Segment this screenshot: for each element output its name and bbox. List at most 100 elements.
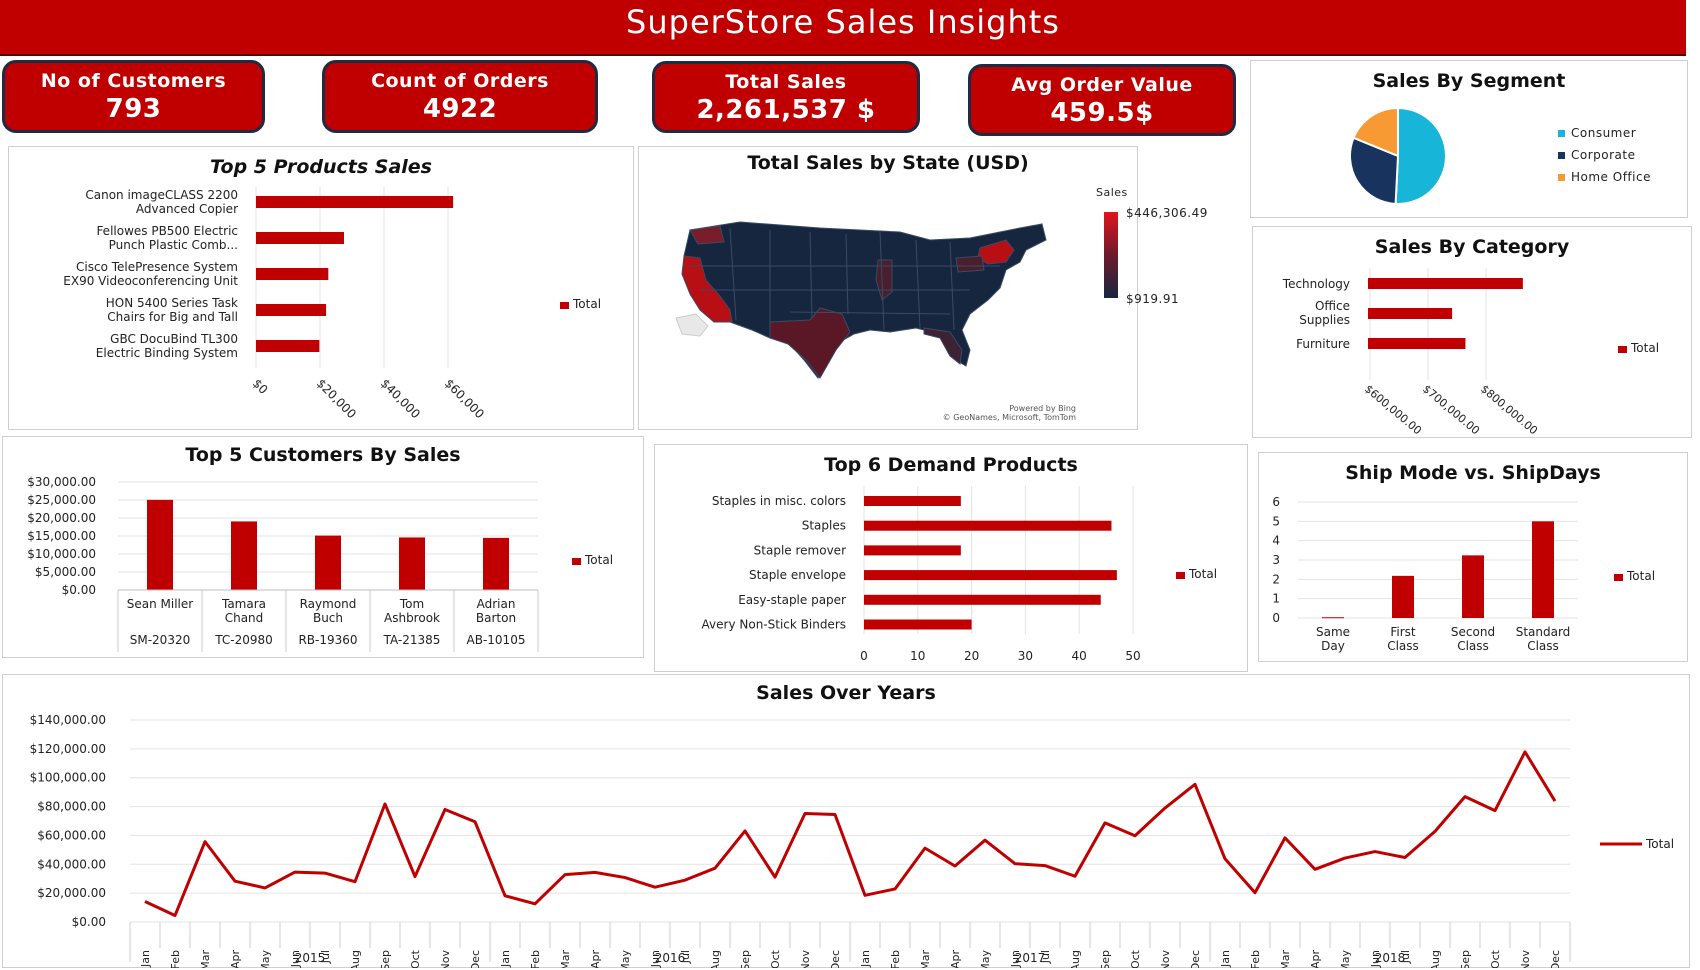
month-label: Oct: [409, 949, 422, 968]
bar: [1368, 278, 1523, 289]
category-label: Furniture: [1296, 337, 1350, 351]
y-tick-label: 6: [1272, 495, 1280, 509]
year-label: 2017: [1015, 951, 1046, 965]
bar: [864, 594, 1101, 605]
y-tick-label: 3: [1272, 553, 1280, 567]
customer-id-label: TC-20980: [214, 633, 273, 647]
month-label: Sep: [1459, 950, 1472, 968]
legend-swatch: [1618, 346, 1627, 353]
category-label: Raymond: [300, 597, 357, 611]
x-tick-label: $800,000.00: [1478, 382, 1540, 437]
month-label: Jun: [289, 950, 302, 968]
month-label: Jul: [1399, 950, 1412, 964]
y-tick-label: $0.00: [62, 583, 96, 597]
chart-shipmode: 0123456SameDayFirstClassSecondClassStand…: [1272, 495, 1655, 653]
bar: [1392, 575, 1414, 618]
bar: [483, 537, 509, 590]
month-label: Mar: [199, 950, 212, 968]
month-label: May: [259, 950, 272, 968]
year-label: 2016: [655, 951, 686, 965]
y-tick-label: 2: [1272, 572, 1280, 586]
bar: [1368, 338, 1466, 349]
category-label: Canon imageCLASS 2200: [85, 188, 238, 202]
category-label: Easy-staple paper: [738, 593, 846, 607]
category-label: HON 5400 Series Task: [106, 296, 238, 310]
month-label: Feb: [529, 950, 542, 968]
month-label: Jun: [649, 950, 662, 968]
map-legend-gradient: [1104, 212, 1118, 298]
category-label: Cisco TelePresence System: [76, 260, 238, 274]
series-line: [144, 750, 1557, 918]
month-label: Mar: [1279, 950, 1292, 968]
month-label: Dec: [1189, 950, 1202, 968]
bar: [864, 520, 1112, 531]
category-label: Staples in misc. colors: [712, 494, 846, 508]
chart-title-demand: Top 6 Demand Products: [824, 454, 1078, 476]
month-label: Oct: [769, 949, 782, 968]
month-label: Jun: [1009, 950, 1022, 968]
kpi-label: Total Sales: [725, 71, 847, 93]
map-legend-title: Sales: [1096, 186, 1128, 199]
category-label: Barton: [476, 611, 516, 625]
us-sales-map[interactable]: [670, 210, 1090, 390]
customer-id-label: TA-21385: [383, 633, 441, 647]
legend-label: Total: [584, 553, 613, 567]
month-label: Jan: [499, 950, 512, 968]
y-tick-label: $0.00: [72, 915, 106, 929]
customer-id-label: RB-19360: [298, 633, 357, 647]
category-label: Class: [1457, 639, 1489, 653]
y-tick-label: $25,000.00: [27, 493, 96, 507]
year-label: 2015: [295, 951, 326, 965]
kpi-orders: Count of Orders 4922: [322, 60, 598, 133]
bar: [256, 268, 329, 280]
category-label: First: [1390, 625, 1416, 639]
pie-slice: [1349, 136, 1400, 205]
category-label: Chand: [225, 611, 264, 625]
category-label: Sean Miller: [127, 597, 194, 611]
bar: [147, 499, 173, 590]
category-label: Day: [1321, 639, 1345, 653]
y-tick-label: 1: [1272, 592, 1280, 606]
kpi-value: 4922: [422, 94, 498, 124]
chart-title-shipmode: Ship Mode vs. ShipDays: [1345, 462, 1601, 484]
bar: [1462, 555, 1484, 618]
category-label: EX90 Videoconferencing Unit: [63, 274, 238, 288]
month-label: May: [979, 950, 992, 968]
legend-swatch: [560, 302, 569, 309]
month-label: May: [1339, 950, 1352, 968]
map-state-pennsylvania: [955, 255, 985, 273]
x-tick-label: $600,000.00: [1362, 382, 1424, 437]
month-label: Jan: [1219, 950, 1232, 968]
bar: [231, 521, 257, 590]
category-label: Tom: [399, 597, 424, 611]
month-label: Nov: [1159, 950, 1172, 968]
x-tick-label: $700,000.00: [1420, 382, 1482, 437]
legend-swatch: [1558, 174, 1565, 181]
category-label: Avery Non-Stick Binders: [702, 618, 846, 632]
category-label: Fellowes PB500 Electric: [96, 224, 238, 238]
panel-over-years: [2, 674, 1690, 968]
x-tick-label: $40,000: [378, 376, 423, 421]
map-state-alaska: [675, 313, 709, 337]
pie-legend: Consumer Corporate Home Office: [1558, 126, 1651, 184]
kpi-label: Avg Order Value: [1011, 74, 1193, 96]
y-tick-label: $5,000.00: [35, 565, 96, 579]
customer-id-label: AB-10105: [467, 633, 526, 647]
chart-category: $600,000.00$700,000.00$800,000.00 Technol…: [1282, 268, 1659, 437]
category-label: Chairs for Big and Tall: [107, 310, 238, 324]
legend-label: Corporate: [1571, 148, 1636, 162]
panel-segment: [1250, 60, 1688, 218]
map-state-washington: [689, 225, 725, 245]
x-tick-label: 30: [1018, 649, 1033, 663]
page-title: SuperStore Sales Insights: [626, 3, 1060, 41]
category-label: Tamara: [221, 597, 266, 611]
pie-slice: [1394, 106, 1447, 205]
category-label: Adrian: [477, 597, 516, 611]
legend-label: Home Office: [1571, 170, 1651, 184]
y-tick-label: $20,000.00: [27, 511, 96, 525]
category-label: Ashbrook: [384, 611, 440, 625]
year-label: 2018: [1375, 951, 1406, 965]
month-label: Nov: [799, 950, 812, 968]
title-bar: SuperStore Sales Insights: [0, 0, 1686, 56]
y-tick-label: $20,000.00: [37, 886, 106, 900]
